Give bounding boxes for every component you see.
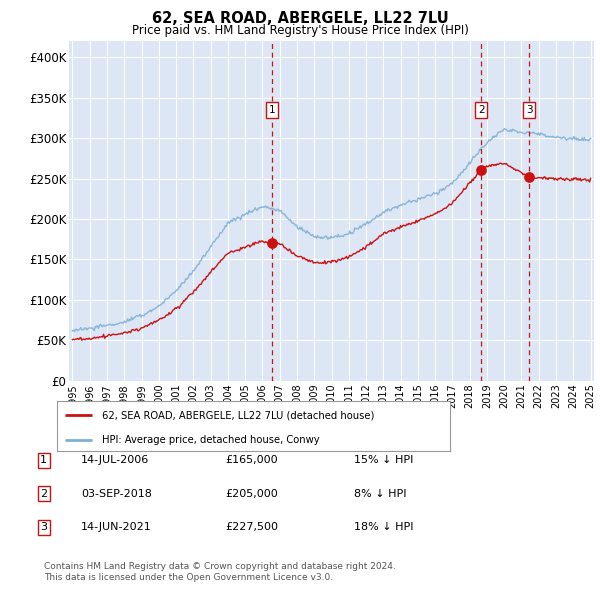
Point bbox=[476, 165, 486, 174]
Text: 8% ↓ HPI: 8% ↓ HPI bbox=[354, 489, 407, 499]
Text: £227,500: £227,500 bbox=[225, 523, 278, 532]
Text: 14-JUL-2006: 14-JUL-2006 bbox=[81, 455, 149, 465]
Text: 18% ↓ HPI: 18% ↓ HPI bbox=[354, 523, 413, 532]
Text: 62, SEA ROAD, ABERGELE, LL22 7LU (detached house): 62, SEA ROAD, ABERGELE, LL22 7LU (detach… bbox=[102, 410, 374, 420]
Text: This data is licensed under the Open Government Licence v3.0.: This data is licensed under the Open Gov… bbox=[44, 572, 333, 582]
Text: 1: 1 bbox=[40, 455, 47, 465]
Point bbox=[524, 172, 534, 182]
Text: 62, SEA ROAD, ABERGELE, LL22 7LU: 62, SEA ROAD, ABERGELE, LL22 7LU bbox=[152, 11, 448, 27]
Text: 3: 3 bbox=[526, 105, 533, 115]
Text: 3: 3 bbox=[40, 523, 47, 532]
Text: 15% ↓ HPI: 15% ↓ HPI bbox=[354, 455, 413, 465]
Text: 03-SEP-2018: 03-SEP-2018 bbox=[81, 489, 152, 499]
Text: Price paid vs. HM Land Registry's House Price Index (HPI): Price paid vs. HM Land Registry's House … bbox=[131, 24, 469, 37]
Text: 2: 2 bbox=[40, 489, 47, 499]
Text: 2: 2 bbox=[478, 105, 485, 115]
Point bbox=[267, 238, 277, 247]
Text: 1: 1 bbox=[268, 105, 275, 115]
Text: Contains HM Land Registry data © Crown copyright and database right 2024.: Contains HM Land Registry data © Crown c… bbox=[44, 562, 395, 571]
Text: £165,000: £165,000 bbox=[225, 455, 278, 465]
Text: £205,000: £205,000 bbox=[225, 489, 278, 499]
Text: 14-JUN-2021: 14-JUN-2021 bbox=[81, 523, 152, 532]
Text: HPI: Average price, detached house, Conwy: HPI: Average price, detached house, Conw… bbox=[102, 435, 320, 445]
